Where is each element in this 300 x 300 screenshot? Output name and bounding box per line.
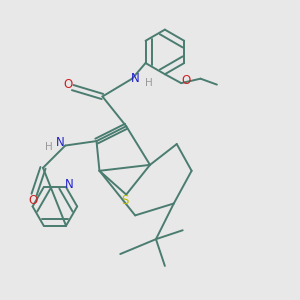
Text: H: H bbox=[145, 78, 152, 88]
Text: S: S bbox=[121, 194, 128, 207]
Text: O: O bbox=[181, 74, 190, 87]
Text: H: H bbox=[45, 142, 53, 152]
Text: O: O bbox=[28, 194, 37, 207]
Text: O: O bbox=[64, 78, 73, 91]
Text: N: N bbox=[65, 178, 74, 191]
Text: N: N bbox=[131, 72, 140, 85]
Text: N: N bbox=[56, 136, 64, 149]
